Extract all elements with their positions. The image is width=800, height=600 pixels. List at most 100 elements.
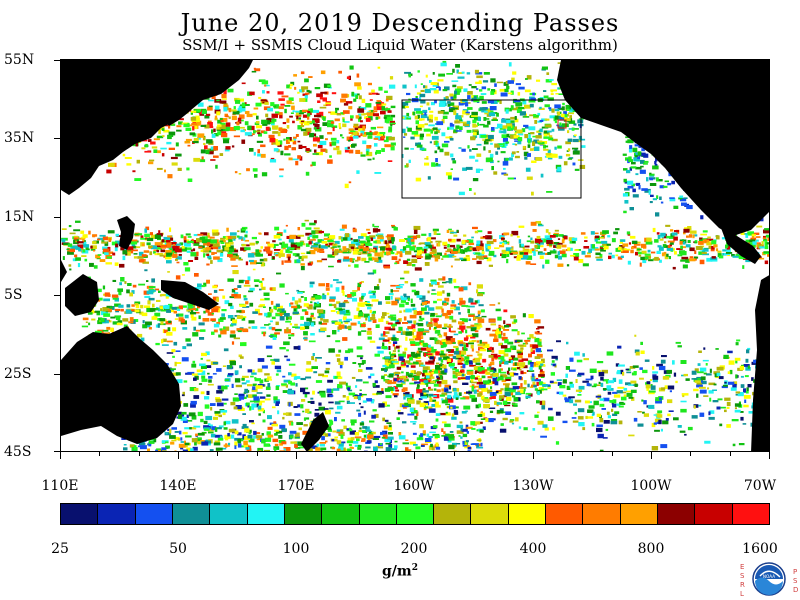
cloud-cell: [345, 318, 352, 321]
cloud-cell: [715, 235, 720, 240]
cloud-cell: [543, 136, 550, 139]
cloud-cell: [394, 355, 397, 358]
cloud-cell: [367, 158, 372, 161]
cloud-cell: [402, 387, 408, 392]
cloud-cell: [389, 84, 396, 89]
cloud-cell: [357, 116, 362, 120]
cloud-cell: [294, 323, 298, 326]
cloud-cell: [273, 105, 277, 108]
cloud-cell: [396, 417, 400, 420]
cloud-cell: [328, 303, 333, 307]
cloud-cell: [108, 308, 112, 312]
cloud-cell: [428, 360, 435, 364]
cloud-cell: [337, 384, 343, 389]
cloud-cell: [214, 411, 219, 416]
cloud-cell: [376, 284, 379, 286]
cloud-cell: [289, 115, 293, 118]
cloud-cell: [239, 119, 244, 122]
cloud-cell: [577, 394, 582, 396]
cloud-cell: [371, 414, 376, 419]
cloud-cell: [685, 244, 691, 248]
cloud-cell: [365, 148, 370, 153]
cloud-cell: [444, 297, 450, 302]
cloud-cell: [157, 253, 163, 255]
cloud-cell: [536, 244, 541, 247]
cloud-cell: [546, 153, 553, 158]
cloud-cell: [382, 335, 388, 337]
cloud-cell: [491, 357, 495, 362]
cloud-cell: [743, 388, 746, 393]
cloud-cell: [568, 396, 575, 399]
cloud-cell: [338, 70, 342, 74]
cloud-cell: [615, 363, 620, 367]
cloud-cell: [688, 234, 693, 238]
cloud-cell: [410, 370, 415, 374]
cloud-cell: [108, 162, 115, 167]
cloud-cell: [378, 105, 384, 107]
cloud-cell: [288, 380, 292, 385]
cloud-cell: [413, 235, 417, 240]
cloud-cell: [420, 347, 428, 351]
cloud-cell: [422, 250, 426, 254]
cloud-cell: [420, 89, 425, 92]
cloud-cell: [458, 147, 462, 149]
cloud-cell: [309, 284, 314, 288]
cloud-cell: [498, 130, 502, 134]
cloud-cell: [666, 235, 671, 239]
cloud-cell: [163, 129, 170, 133]
cloud-cell: [358, 236, 364, 239]
cloud-cell: [410, 238, 415, 242]
cloud-cell: [372, 223, 375, 227]
cloud-cell: [304, 95, 308, 99]
cloud-cell: [344, 147, 350, 150]
cloud-cell: [432, 228, 439, 232]
cloud-cell: [376, 392, 382, 395]
cloud-cell: [713, 244, 718, 248]
cloud-cell: [286, 100, 292, 104]
cloud-cell: [223, 348, 229, 352]
cloud-cell: [341, 289, 344, 293]
cloud-cell: [339, 364, 343, 369]
cloud-cell: [359, 393, 362, 396]
cloud-cell: [298, 256, 303, 259]
cloud-cell: [562, 394, 567, 397]
cloud-cell: [464, 248, 468, 253]
cloud-cell: [672, 248, 675, 251]
cloud-cell: [341, 285, 345, 290]
cloud-cell: [502, 240, 507, 243]
cloud-cell: [477, 392, 482, 397]
cloud-cell: [299, 89, 302, 93]
cloud-cell: [131, 290, 135, 294]
cloud-cell: [643, 413, 649, 417]
cloud-cell: [492, 418, 496, 421]
cloud-cell: [528, 353, 532, 358]
cloud-cell: [204, 145, 208, 150]
cloud-cell: [306, 131, 311, 136]
cloud-cell: [170, 123, 176, 126]
cloud-cell: [270, 333, 277, 338]
cloud-cell: [377, 236, 384, 240]
cloud-cell: [402, 131, 406, 133]
cloud-cell: [175, 256, 182, 260]
cloud-cell: [284, 355, 288, 358]
cloud-cell: [198, 383, 203, 385]
cloud-cell: [137, 256, 144, 259]
cloud-cell: [424, 262, 430, 266]
cloud-cell: [699, 367, 707, 372]
cloud-cell: [476, 289, 479, 294]
cloud-cell: [276, 272, 282, 275]
cloud-cell: [327, 123, 334, 128]
cloud-cell: [416, 255, 421, 258]
cloud-cell: [122, 153, 126, 157]
cloud-cell: [102, 236, 108, 241]
cloud-cell: [404, 238, 410, 241]
cloud-cell: [415, 341, 420, 346]
cloud-cell: [190, 403, 196, 408]
cloud-cell: [255, 241, 259, 244]
cloud-cell: [288, 239, 294, 243]
cloud-cell: [277, 410, 280, 415]
cloud-cell: [745, 259, 751, 263]
cloud-cell: [500, 374, 507, 378]
cloud-cell: [490, 395, 496, 399]
cloud-cell: [561, 253, 567, 258]
